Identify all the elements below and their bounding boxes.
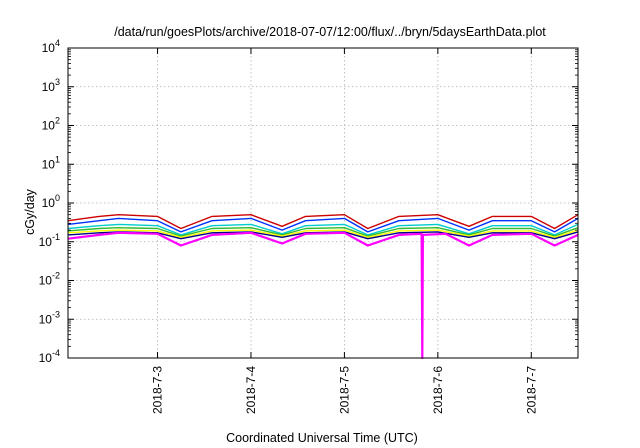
y-tick-exponent: 1	[55, 154, 60, 164]
x-tick-label: 2018-7-7	[524, 366, 538, 414]
y-tick-base: 10	[39, 274, 53, 288]
y-tick-exponent: -1	[52, 232, 60, 242]
y-tick-exponent: 2	[55, 116, 60, 126]
y-tick-exponent: 4	[55, 38, 60, 48]
y-tick-exponent: -2	[52, 271, 60, 281]
y-tick-label: 10-1	[39, 232, 60, 249]
y-tick-exponent: 3	[55, 77, 60, 87]
series-line-1	[67, 214, 579, 230]
grid	[68, 48, 578, 358]
y-tick-base: 10	[42, 80, 56, 94]
y-tick-label: 104	[42, 38, 60, 55]
y-tick-label: 100	[42, 193, 60, 210]
x-tick-label: 2018-7-6	[431, 366, 445, 414]
series-line-4	[67, 227, 579, 237]
x-tick-label: 2018-7-4	[244, 366, 258, 414]
series-line-3	[67, 223, 579, 236]
y-tick-label: 103	[42, 77, 60, 94]
x-tick-label: 2018-7-5	[337, 366, 351, 414]
y-tick-base: 10	[42, 196, 56, 210]
y-tick-label: 10-4	[39, 348, 60, 365]
series-line-0	[67, 231, 579, 360]
y-tick-exponent: 0	[55, 193, 60, 203]
y-tick-exponent: -4	[52, 348, 60, 358]
chart-title: /data/run/goesPlots/archive/2018-07-07/1…	[114, 25, 546, 39]
y-tick-label: 10-2	[39, 271, 60, 288]
x-axis: 2018-7-3 2018-7-4 2018-7-5 2018-7-6 2018-7-7	[151, 48, 538, 414]
y-tick-base: 10	[39, 235, 53, 249]
y-tick-label: 102	[42, 116, 60, 133]
y-tick-label: 101	[42, 154, 60, 171]
x-axis-label: Coordinated Universal Time (UTC)	[226, 431, 418, 445]
y-tick-base: 10	[39, 351, 53, 365]
series-line-5	[67, 229, 579, 238]
y-tick-base: 10	[42, 157, 56, 171]
x-tick-label: 2018-7-3	[151, 366, 165, 414]
y-tick-exponent: -3	[52, 309, 60, 319]
y-tick-base: 10	[42, 119, 56, 133]
y-tick-base: 10	[42, 41, 56, 55]
y-tick-base: 10	[39, 312, 53, 326]
y-axis-label: cGy/day	[23, 188, 37, 235]
series-line-2	[67, 217, 579, 233]
y-tick-label: 10-3	[39, 309, 60, 326]
series-layer	[67, 214, 579, 360]
